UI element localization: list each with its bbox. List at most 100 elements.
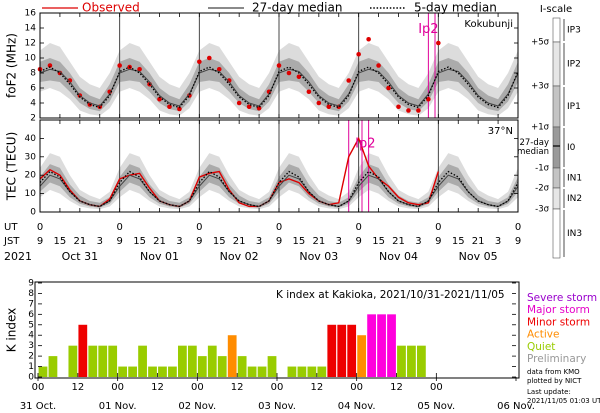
y-tick-label: 10 [25,189,37,199]
data-point [236,100,242,106]
bar [267,356,277,377]
y-tick-label: 9 [28,279,34,289]
date-label: 02 Nov. [178,401,216,412]
y-tick-label: 4 [28,331,34,341]
x-tick-label: 15 [133,236,146,247]
x-tick-label: 3 [415,236,421,247]
bar [207,345,217,377]
y-tick-label: 12 [25,39,36,49]
x-tick-label: 00 [271,382,284,393]
x-tick-label: 0 [355,222,361,233]
x-tick-label: 9 [355,236,361,247]
x-tick-label: 21 [153,236,166,247]
legend-label: Minor storm [527,316,590,328]
year-label: 2021 [4,250,32,263]
iscale-segment [552,17,561,43]
data-point [346,78,352,83]
x-tick-label: 9 [37,236,43,247]
y-tick-label: 1 [28,362,34,372]
x-tick-label: 15 [372,236,385,247]
bar [168,366,177,377]
iscale-segment [552,41,561,87]
iscale-segment [552,126,561,169]
iscale-class: IN3 [567,229,582,239]
x-tick-label: 21 [392,236,405,247]
data-point [216,66,222,72]
data-point [167,104,172,110]
x-tick-label: 0 [276,222,282,233]
iscale-title: I-scale [540,4,572,15]
y-tick-label: 7 [28,299,34,309]
bar [387,314,396,377]
bar [357,335,367,377]
x-tick-label: 9 [116,236,122,247]
iscale-class: IN1 [567,174,582,184]
data-point [406,108,411,113]
bar [257,366,267,377]
x-tick-label: 00 [32,382,45,393]
x-tick-label: 15 [452,236,465,247]
x-tick-label: 12 [71,382,84,393]
plot-frame [39,12,519,119]
annotation: Ip2 [418,22,438,37]
date-label: Nov 04 [379,250,418,263]
legend-label: 5-day median [414,1,497,15]
x-tick-label: 3 [256,236,262,247]
bar [337,324,347,377]
y-tick-label: 2 [30,114,36,124]
date-label: 31 Oct. [20,401,56,412]
legend-label: Active [527,329,559,341]
date-label: Nov 05 [459,250,498,263]
iscale-class: IN2 [567,194,582,204]
x-tick-label: 9 [196,236,202,247]
bar [187,345,197,377]
bar [307,366,317,377]
note: 2021/11/05 01:03 UT [527,397,600,405]
y-tick-label: 6 [30,84,36,94]
iscale-level: +5σ [531,38,550,48]
x-tick-label: 12 [151,382,164,393]
plot-frame [39,119,519,213]
date-label: 01 Nov. [99,401,137,412]
bar [48,356,58,377]
y-tick-label: 5 [28,320,34,330]
series-line [39,66,519,109]
station-label: 37°N [488,126,513,137]
bar [327,324,337,377]
bar [247,366,257,377]
bar [317,366,327,377]
x-tick-label: 21 [233,236,246,247]
x-tick-label: 0 [116,222,122,233]
data-point [206,55,212,61]
data-point [137,66,142,72]
legend-label: Observed [82,1,140,15]
x-tick-label: 3 [97,236,103,247]
bar [287,366,297,377]
date-label: Nov 02 [220,250,259,263]
data-point [416,108,421,113]
bar [407,345,416,377]
x-tick-label: 21 [312,236,325,247]
data-point [386,85,391,91]
legend-label: Major storm [527,304,590,316]
bar [38,366,48,377]
iscale-class: IP3 [567,26,581,36]
note: data from KMO [527,368,580,376]
x-tick-label: 21 [73,236,86,247]
plot-background [38,283,516,377]
y-tick-label: 0 [30,208,36,218]
bar [227,335,237,377]
bar [78,324,88,377]
y-tick-label: 2 [28,352,34,362]
data-point [47,63,53,68]
series-line [39,136,440,208]
y-tick-label: 4 [30,99,36,109]
iscale-class: IP1 [567,102,581,112]
station-label: Kokubunji [464,19,513,30]
bar [158,366,167,377]
y-axis-label: foF2 (MHz) [5,33,19,98]
y-tick-label: 10 [25,54,37,64]
x-tick-label: 00 [430,382,443,393]
bar [197,356,207,377]
y-axis-label: K index [5,308,19,353]
